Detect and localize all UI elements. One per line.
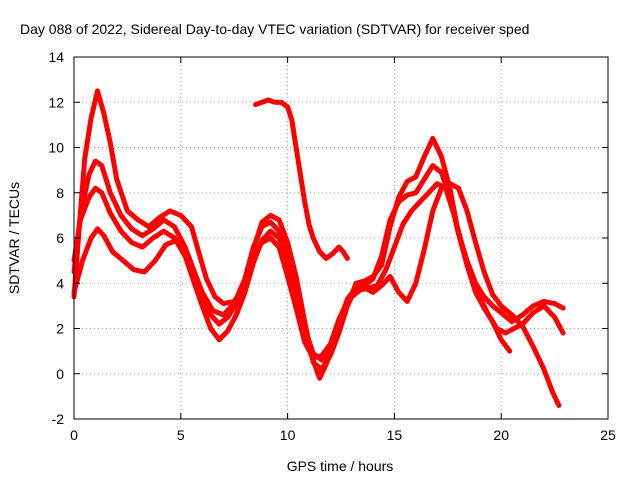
chart-title: Day 088 of 2022, Sidereal Day-to-day VTE… [20,21,529,37]
y-tick-label: 6 [56,230,64,246]
x-tick-label: 0 [70,427,78,443]
series-line-track-2 [71,158,566,363]
series-line-track-4 [71,181,562,408]
y-tick-label: 2 [56,321,64,337]
series-line-track-5 [253,97,350,261]
y-tick-label: 10 [48,140,64,156]
axis-ticks: 0 5 10 15 20 25 -2 0 2 4 6 8 10 12 14 [48,49,616,443]
y-tick-label: 0 [56,366,64,382]
series-line-track-1 [71,88,513,372]
x-tick-label: 25 [600,427,616,443]
x-axis-label: GPS time / hours [287,458,394,474]
y-tick-label: -2 [52,411,65,427]
series-line-track-3 [71,181,566,381]
x-tick-label: 15 [387,427,403,443]
x-tick-label: 5 [177,427,185,443]
series-group [71,88,566,408]
y-tick-label: 12 [48,94,64,110]
y-tick-label: 4 [56,275,64,291]
x-tick-label: 20 [493,427,509,443]
y-tick-label: 8 [56,185,64,201]
x-tick-label: 10 [280,427,296,443]
y-tick-label: 14 [48,49,64,65]
y-axis-label: SDTVAR / TECUs [6,182,22,294]
